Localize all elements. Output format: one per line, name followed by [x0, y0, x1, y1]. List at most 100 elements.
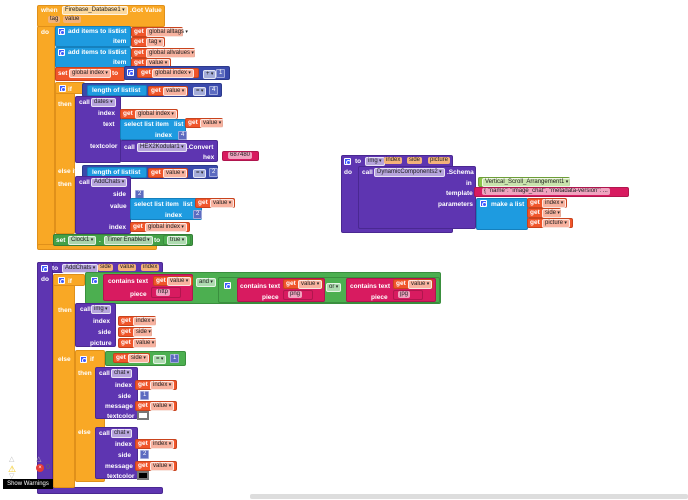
list-block[interactable]	[87, 85, 147, 96]
horizontal-scrollbar[interactable]	[250, 494, 688, 499]
dropdown-field[interactable]: value	[150, 402, 175, 411]
mutator-gear-icon[interactable]	[58, 49, 65, 56]
dropdown-field[interactable]: global index	[145, 223, 187, 232]
block-label: add items to list	[68, 28, 118, 35]
text-string-field[interactable]: { "name": "image_chat", "metadata-versio…	[482, 188, 610, 195]
block-label: do	[344, 169, 352, 176]
block-label: get	[134, 49, 144, 56]
color-swatch-white[interactable]	[137, 411, 149, 420]
dropdown-field[interactable]: dates	[91, 98, 116, 107]
list-block[interactable]	[55, 26, 131, 47]
number-field[interactable]: 4	[178, 131, 188, 140]
param-value[interactable]: value	[63, 16, 82, 23]
dropdown-field[interactable]: value	[163, 169, 188, 178]
block-label: get	[286, 280, 296, 287]
dropdown-field[interactable]: +	[203, 70, 217, 79]
color-swatch-black[interactable]	[137, 471, 149, 480]
mutator-gear-icon[interactable]	[58, 28, 65, 35]
dropdown-field[interactable]: value	[210, 199, 235, 208]
dropdown-field[interactable]: tag	[146, 38, 165, 47]
dropdown-field[interactable]: value	[163, 87, 188, 96]
component-dropdown[interactable]: Firebase_Database1	[62, 6, 128, 15]
dropdown-field[interactable]: AddChats	[91, 178, 128, 187]
show-warnings-button[interactable]: Show Warnings	[3, 479, 53, 489]
parameter-name[interactable]: side	[98, 264, 114, 271]
parameter-name[interactable]: index	[384, 157, 403, 164]
dropdown-field[interactable]: global index	[135, 110, 177, 119]
dropdown-field[interactable]: index	[133, 317, 158, 326]
dropdown-field[interactable]: value	[200, 119, 225, 128]
dropdown-field[interactable]: DynamicComponents2	[374, 168, 445, 177]
dropdown-field[interactable]: HEX2Kodular1	[137, 143, 187, 152]
zoom-in-icon[interactable]: △	[9, 456, 15, 463]
dropdown-field[interactable]: img	[365, 157, 385, 166]
mutator-gear-icon[interactable]	[224, 282, 231, 289]
block-label: list	[174, 121, 184, 128]
dropdown-field[interactable]: chat	[111, 369, 133, 378]
text-string-field[interactable]: 687480	[228, 152, 253, 159]
text-string-field[interactable]: png	[288, 291, 303, 298]
mutator-gear-icon[interactable]	[91, 277, 98, 284]
event-block[interactable]	[37, 26, 55, 248]
dropdown-field[interactable]: global alltags	[146, 28, 191, 37]
dropdown-field[interactable]: Vertical_Scroll_Arrangement1	[482, 178, 572, 187]
mutator-gear-icon[interactable]	[480, 200, 487, 207]
dropdown-field[interactable]: global index	[152, 69, 194, 78]
text-string-field[interactable]: http	[156, 289, 171, 296]
dropdown-field[interactable]: Timer Enabled	[104, 236, 153, 245]
block-label: call	[124, 144, 135, 151]
dropdown-field[interactable]: index	[542, 199, 567, 208]
dropdown-field[interactable]: index	[150, 440, 175, 449]
dropdown-field[interactable]: or	[326, 283, 342, 292]
number-field[interactable]: 1	[170, 354, 180, 363]
mutator-gear-icon[interactable]	[344, 158, 351, 165]
dropdown-field[interactable]: global allvalues	[146, 49, 197, 58]
block-label: get	[134, 38, 144, 45]
dropdown-field[interactable]: =	[193, 87, 207, 96]
dropdown-field[interactable]: true	[167, 236, 188, 245]
parameter-name[interactable]: value	[118, 264, 137, 271]
number-field[interactable]: 1	[216, 69, 226, 78]
block-label: index	[115, 382, 132, 389]
parameter-name[interactable]: index	[141, 264, 160, 271]
dropdown-field[interactable]: value	[150, 462, 175, 471]
dropdown-field[interactable]: and	[196, 278, 216, 287]
mutator-gear-icon[interactable]	[41, 265, 48, 272]
dropdown-field[interactable]: Clock1	[68, 236, 97, 245]
dropdown-field[interactable]: AddChats	[62, 264, 99, 273]
number-field[interactable]: 2	[193, 210, 203, 219]
dropdown-field[interactable]: value	[133, 339, 158, 348]
dropdown-field[interactable]: value	[167, 277, 192, 286]
dropdown-field[interactable]: side	[128, 354, 149, 363]
mutator-gear-icon[interactable]	[127, 69, 134, 76]
number-field[interactable]: 1	[140, 391, 150, 400]
dropdown-field[interactable]: value	[408, 280, 433, 289]
mutator-gear-icon[interactable]	[58, 277, 65, 284]
number-field[interactable]: 2	[209, 168, 219, 177]
dropdown-field[interactable]: side	[542, 209, 563, 218]
next-error-icon[interactable]: △	[36, 456, 42, 463]
dropdown-field[interactable]: =	[193, 169, 207, 178]
text-string-field[interactable]: jpg	[398, 291, 411, 298]
parameter-name[interactable]: side	[407, 157, 423, 164]
number-field[interactable]: 2	[140, 450, 150, 459]
dropdown-field[interactable]: index	[150, 381, 175, 390]
mutator-gear-icon[interactable]	[80, 356, 87, 363]
dropdown-field[interactable]: side	[133, 328, 154, 337]
number-field[interactable]: 4	[209, 86, 219, 95]
dropdown-field[interactable]: value	[298, 280, 323, 289]
procedure-block[interactable]	[37, 487, 163, 494]
block-label: get	[151, 169, 161, 176]
dropdown-field[interactable]: img	[91, 305, 111, 314]
dropdown-field[interactable]: =	[153, 355, 167, 364]
dropdown-field[interactable]: picture	[542, 219, 570, 228]
parameter-name[interactable]: picture	[428, 157, 451, 164]
dropdown-field[interactable]: global index	[69, 69, 111, 78]
list-block[interactable]	[120, 119, 186, 140]
mutator-gear-icon[interactable]	[59, 85, 66, 92]
dropdown-field[interactable]: chat	[111, 429, 133, 438]
list-block[interactable]	[130, 198, 202, 220]
param-tag[interactable]: tag	[48, 16, 61, 23]
zoom-out-icon[interactable]: ▽	[9, 473, 15, 480]
